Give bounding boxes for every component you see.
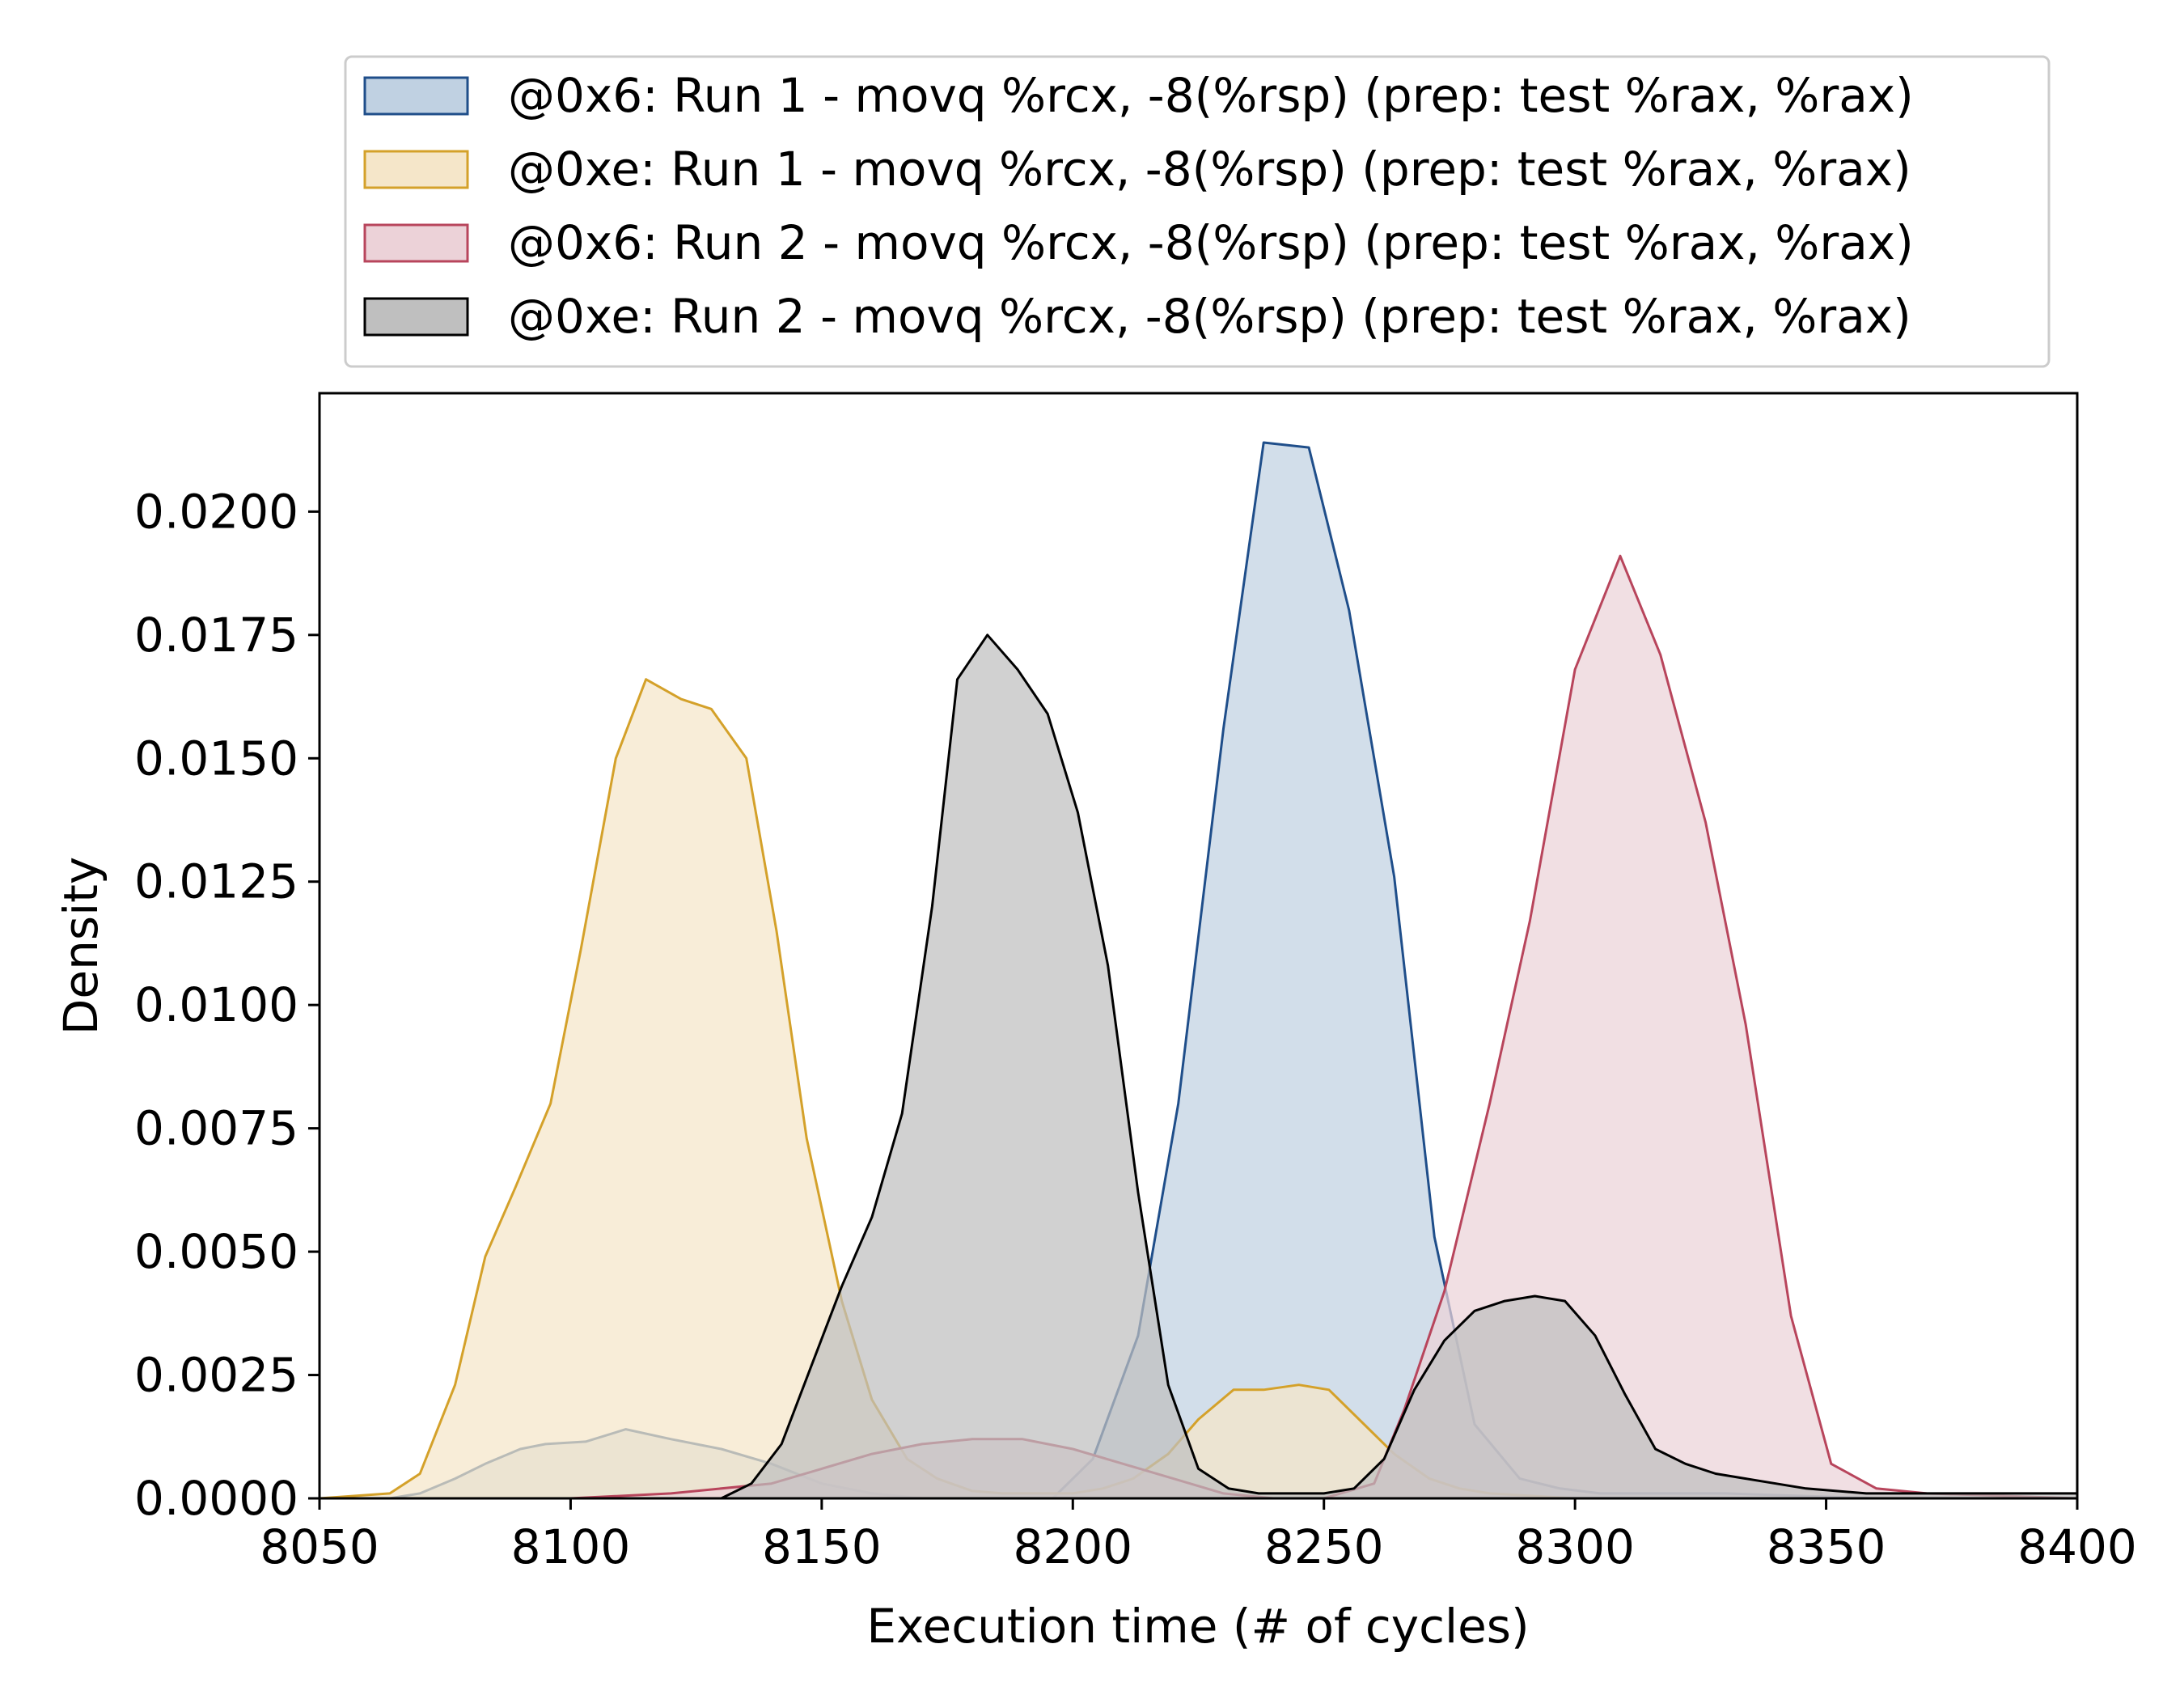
axes: 8050 8100 8150 8200 8250 8300 8350 8400 0.0000 0.… bbox=[134, 484, 2137, 1574]
y-tick-label: 0.0175 bbox=[134, 608, 298, 663]
legend-label-2: @0xe: Run 1 - movq %rcx, -8(%rsp) (prep:… bbox=[508, 142, 1911, 197]
legend-label-4: @0xe: Run 2 - movq %rcx, -8(%rsp) (prep:… bbox=[508, 289, 1911, 344]
x-tick-label: 8400 bbox=[2017, 1519, 2137, 1574]
legend-swatch-1 bbox=[363, 76, 469, 116]
series-1-area bbox=[320, 443, 2077, 1498]
series-2-area bbox=[320, 679, 2077, 1498]
y-tick-label: 0.0200 bbox=[134, 484, 298, 539]
plot-frame bbox=[318, 392, 2079, 1500]
legend-label-1: @0x6: Run 1 - movq %rcx, -8(%rsp) (prep:… bbox=[508, 68, 1914, 123]
y-axis-label: Density bbox=[53, 857, 108, 1036]
y-tick-label: 0.0100 bbox=[134, 977, 298, 1032]
x-tick-label: 8250 bbox=[1264, 1519, 1384, 1574]
y-tick-label: 0.0125 bbox=[134, 854, 298, 909]
x-tick-label: 8350 bbox=[1767, 1519, 1886, 1574]
legend-swatch-4 bbox=[363, 297, 469, 337]
x-tick-label: 8150 bbox=[762, 1519, 882, 1574]
y-tick-label: 0.0025 bbox=[134, 1348, 298, 1403]
series-3-area bbox=[320, 556, 2077, 1499]
x-tick-label: 8300 bbox=[1515, 1519, 1635, 1574]
x-tick-label: 8200 bbox=[1013, 1519, 1132, 1574]
legend-label-3: @0x6: Run 2 - movq %rcx, -8(%rsp) (prep:… bbox=[508, 215, 1914, 270]
y-tick-label: 0.0000 bbox=[134, 1471, 298, 1526]
y-tick-label: 0.0075 bbox=[134, 1101, 298, 1156]
legend: @0x6: Run 1 - movq %rcx, -8(%rsp) (prep:… bbox=[344, 55, 2051, 368]
x-axis-label: Execution time (# of cycles) bbox=[866, 1599, 1529, 1654]
legend-frame bbox=[344, 55, 2051, 368]
y-tick-label: 0.0050 bbox=[134, 1224, 298, 1279]
series-4-line bbox=[320, 633, 2077, 1500]
plot-area bbox=[319, 441, 2078, 1500]
x-tick-label: 8050 bbox=[260, 1519, 379, 1574]
x-tick-label: 8100 bbox=[511, 1519, 631, 1574]
y-tick-label: 0.0150 bbox=[134, 731, 298, 786]
legend-swatch-2 bbox=[363, 150, 469, 189]
legend-swatch-3 bbox=[363, 223, 469, 263]
